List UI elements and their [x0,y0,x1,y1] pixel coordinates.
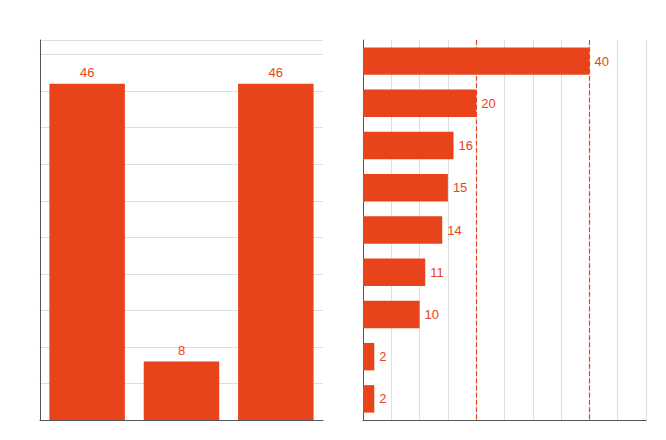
svg-text:10: 10 [425,307,439,322]
svg-text:20: 20 [481,96,495,111]
svg-text:46: 46 [269,65,283,80]
svg-text:46: 46 [80,65,94,80]
svg-text:14: 14 [447,223,461,238]
svg-text:15: 15 [453,180,467,195]
svg-text:8: 8 [178,343,185,358]
svg-text:2: 2 [379,391,386,406]
svg-text:16: 16 [459,138,473,153]
svg-text:2: 2 [379,349,386,364]
svg-text:11: 11 [430,265,444,280]
svg-text:40: 40 [594,54,608,69]
